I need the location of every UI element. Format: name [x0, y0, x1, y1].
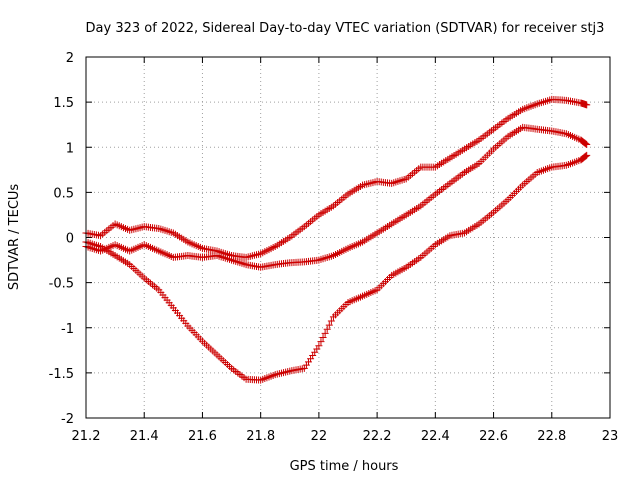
data-point	[317, 338, 325, 346]
data-point	[581, 153, 589, 161]
data-point	[319, 334, 327, 342]
y-tick-label: -2	[61, 412, 74, 427]
y-tick-label: 0	[66, 232, 74, 247]
x-tick-label: 22	[311, 429, 328, 444]
data-point	[583, 141, 591, 149]
x-axis-label: GPS time / hours	[290, 459, 399, 474]
chart-title: Day 323 of 2022, Sidereal Day-to-day VTE…	[86, 21, 605, 36]
data-point	[581, 139, 589, 147]
series-satellite-a	[82, 95, 591, 261]
data-point	[315, 342, 323, 350]
data-point	[583, 101, 591, 109]
y-tick-label: -0.5	[49, 277, 74, 292]
x-tick-label: 21.2	[72, 429, 101, 444]
data-point	[325, 321, 333, 329]
data-point	[582, 152, 590, 160]
series-satellite-c	[82, 151, 591, 384]
x-tick-label: 21.6	[188, 429, 217, 444]
x-tick-label: 22.2	[363, 429, 392, 444]
x-tick-label: 21.4	[130, 429, 159, 444]
y-tick-label: 2	[66, 51, 74, 66]
y-tick-label: 0.5	[53, 186, 74, 201]
series-satellite-b	[82, 123, 591, 271]
x-tick-label: 22.8	[537, 429, 566, 444]
grid-lines	[86, 57, 610, 418]
y-tick-label: 1	[66, 141, 74, 156]
data-points	[82, 95, 591, 384]
data-point	[321, 329, 329, 337]
data-point	[583, 151, 591, 159]
plot-frame	[85, 56, 611, 419]
data-point	[323, 325, 331, 333]
y-tick-label: -1.5	[49, 367, 74, 382]
y-axis-label: SDTVAR / TECUs	[7, 184, 22, 291]
data-point	[327, 317, 335, 325]
x-tick-label: 22.4	[421, 429, 450, 444]
y-tick-label: 1.5	[53, 96, 74, 111]
x-tick-label: 23	[602, 429, 619, 444]
x-tick-labels: 21.2 21.4 21.6 21.8 22 22.2 22.4 22.6 22.8 23	[72, 429, 619, 444]
axis-ticks	[85, 56, 611, 419]
y-tick-label: -1	[61, 322, 74, 337]
x-tick-label: 22.6	[479, 429, 508, 444]
x-tick-label: 21.8	[246, 429, 275, 444]
data-point	[582, 140, 590, 148]
y-tick-labels: -2 -1.5 -1 -0.5 0 0.5 1 1.5 2	[49, 51, 74, 427]
